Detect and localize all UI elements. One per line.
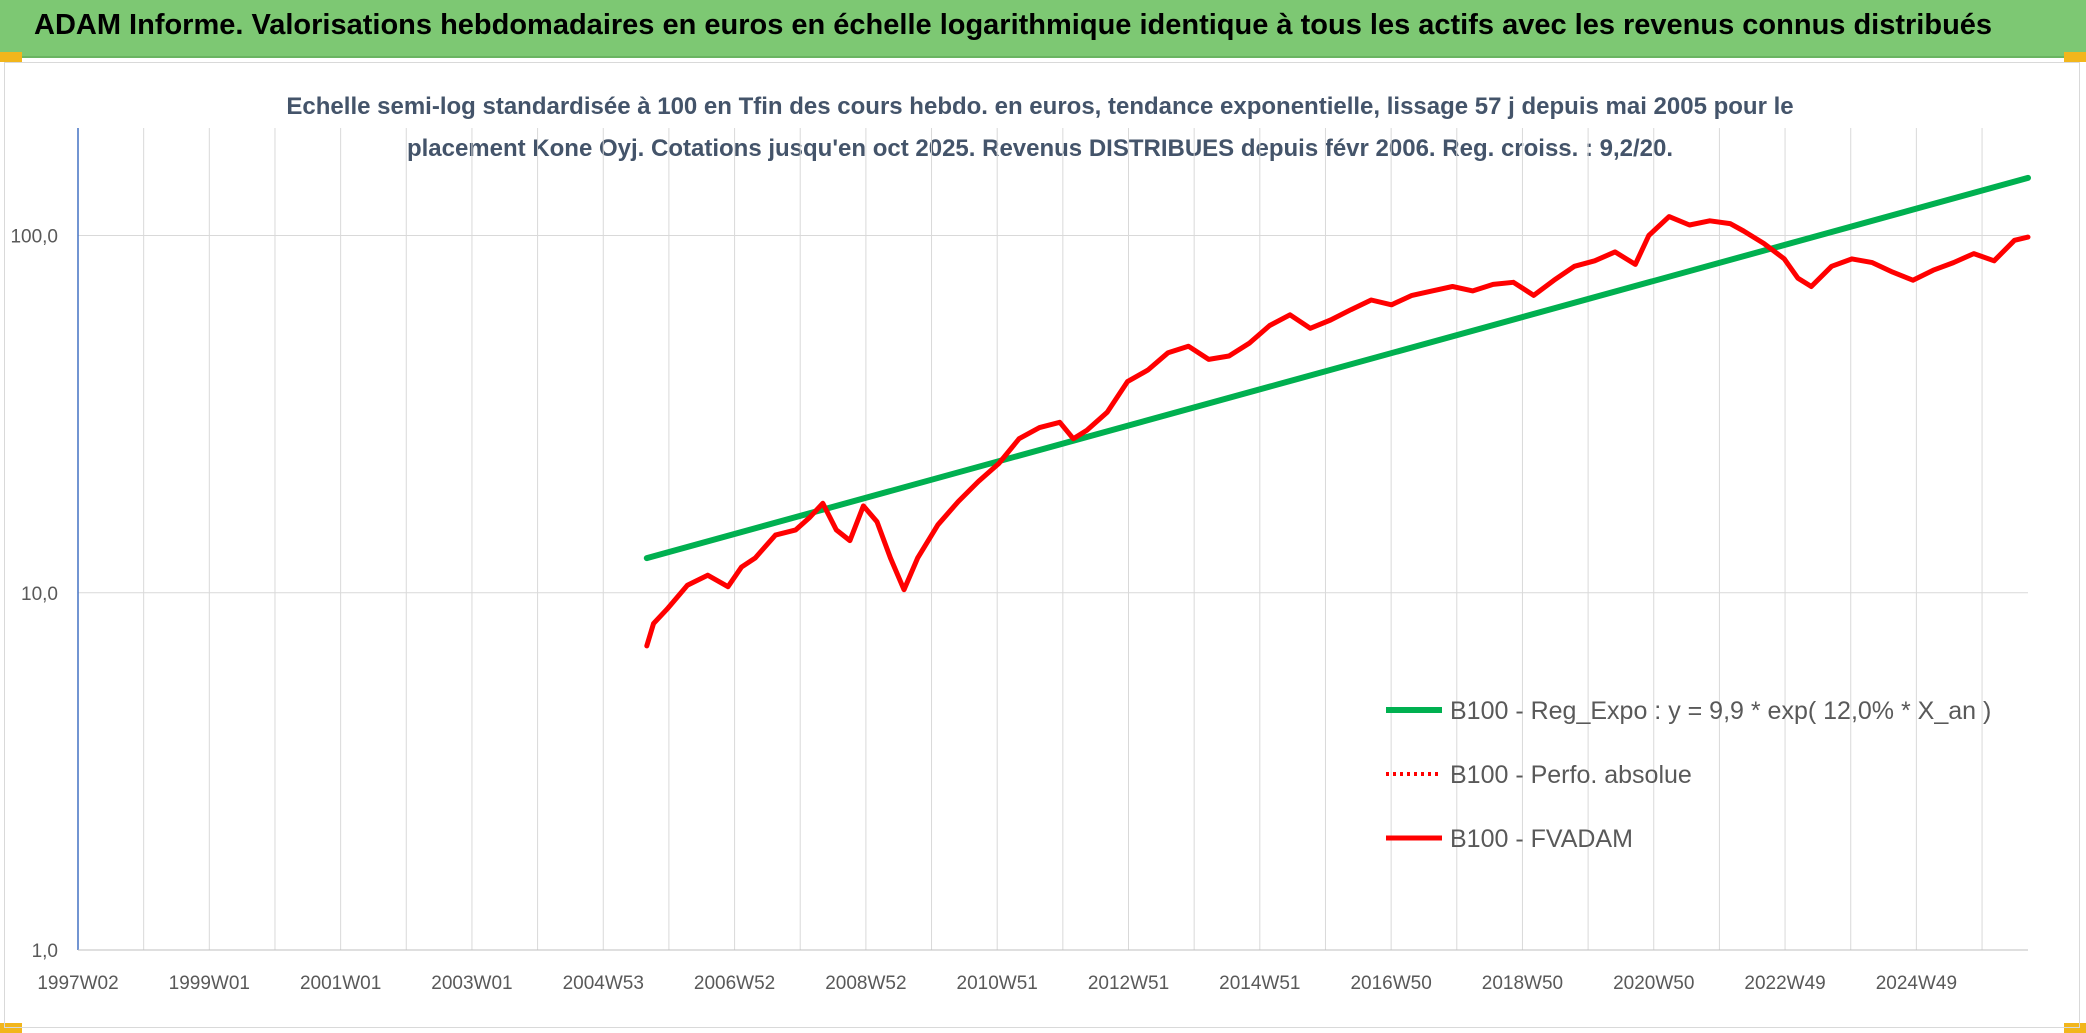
x-tick-label: 2004W53 <box>563 973 644 994</box>
x-tick-label: 2022W49 <box>1744 973 1825 994</box>
x-tick-label: 1999W01 <box>169 973 250 994</box>
chart-frame <box>4 62 2080 1028</box>
y-tick-label: 1,0 <box>32 941 58 962</box>
corner-marker-bottom-right <box>2064 1023 2086 1033</box>
x-tick-label: 2003W01 <box>431 973 512 994</box>
x-tick-label: 1997W02 <box>37 973 118 994</box>
x-tick-label: 2001W01 <box>300 973 381 994</box>
x-tick-label: 2020W50 <box>1613 973 1694 994</box>
x-tick-label: 2010W51 <box>957 973 1038 994</box>
chart-title-line-1: Echelle semi-log standardisée à 100 en T… <box>286 93 1794 120</box>
chart-title-line-2: placement Kone Oyj. Cotations jusqu'en o… <box>406 135 1674 162</box>
x-tick-label: 2016W50 <box>1350 973 1431 994</box>
corner-marker-top-right <box>2064 52 2086 62</box>
x-tick-label: 2008W52 <box>825 973 906 994</box>
series-line <box>643 174 2031 562</box>
x-tick-label: 2018W50 <box>1482 973 1563 994</box>
legend-label: B100 - Perfo. absolue <box>1450 761 1692 789</box>
report-title: ADAM Informe. Valorisations hebdomadaire… <box>34 9 1993 41</box>
x-tick-label: 2014W51 <box>1219 973 1300 994</box>
legend-label: B100 - Reg_Expo : y = 9,9 * exp( 12,0% *… <box>1450 697 1991 725</box>
chart-title: Echelle semi-log standardisée à 100 en T… <box>260 86 1820 170</box>
x-tick-label: 2012W51 <box>1088 973 1169 994</box>
y-tick-label: 10,0 <box>21 584 58 605</box>
y-tick-label: 100,0 <box>10 227 58 248</box>
corner-marker-top-left <box>0 52 22 62</box>
series-line <box>644 214 2031 649</box>
report-banner: ADAM Informe. Valorisations hebdomadaire… <box>0 0 2086 58</box>
x-tick-label: 2024W49 <box>1876 973 1957 994</box>
x-tick-label: 2006W52 <box>694 973 775 994</box>
legend-label: B100 - FVADAM <box>1450 825 1633 853</box>
corner-marker-bottom-left <box>0 1023 22 1033</box>
